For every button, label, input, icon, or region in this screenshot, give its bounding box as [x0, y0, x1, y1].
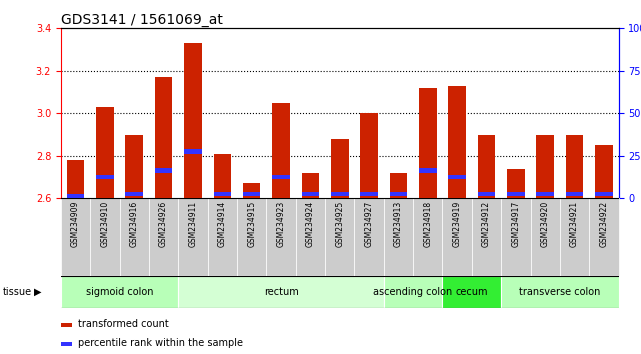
Bar [178, 198, 208, 276]
Bar [90, 198, 120, 276]
Text: transverse colon: transverse colon [519, 287, 601, 297]
Bar [296, 198, 325, 276]
Text: rectum: rectum [263, 287, 299, 297]
Text: GSM234919: GSM234919 [453, 201, 462, 247]
Text: cecum: cecum [456, 287, 488, 297]
Text: ▶: ▶ [34, 287, 42, 297]
Bar [354, 198, 384, 276]
Bar [237, 198, 267, 276]
Bar [272, 175, 290, 179]
Bar [390, 173, 407, 198]
Text: GSM234915: GSM234915 [247, 201, 256, 247]
Text: percentile rank within the sample: percentile rank within the sample [78, 338, 243, 348]
Bar [126, 192, 143, 196]
Bar [184, 149, 202, 154]
Bar [67, 160, 85, 198]
Bar [478, 192, 495, 196]
Bar [595, 192, 613, 196]
Bar [331, 139, 349, 198]
Text: GSM234924: GSM234924 [306, 201, 315, 247]
Text: GSM234918: GSM234918 [423, 201, 432, 247]
Bar [507, 169, 524, 198]
Bar [61, 322, 72, 327]
Bar [478, 135, 495, 198]
Text: GSM234927: GSM234927 [365, 201, 374, 247]
Bar [501, 276, 619, 308]
Bar [267, 198, 296, 276]
Bar [149, 198, 178, 276]
Bar [184, 43, 202, 198]
Bar [413, 198, 442, 276]
Bar [501, 198, 531, 276]
Text: GSM234910: GSM234910 [101, 201, 110, 247]
Bar [331, 192, 349, 196]
Bar [507, 192, 524, 196]
Text: GSM234912: GSM234912 [482, 201, 491, 247]
Bar [61, 276, 178, 308]
Bar [301, 173, 319, 198]
Bar [566, 192, 583, 196]
Bar [537, 135, 554, 198]
Text: tissue: tissue [3, 287, 32, 297]
Bar [301, 192, 319, 196]
Bar [208, 198, 237, 276]
Text: sigmoid colon: sigmoid colon [86, 287, 153, 297]
Text: GSM234914: GSM234914 [218, 201, 227, 247]
Bar [566, 135, 583, 198]
Text: GSM234916: GSM234916 [129, 201, 138, 247]
Bar [560, 198, 589, 276]
Bar [325, 198, 354, 276]
Bar [155, 77, 172, 198]
Bar [61, 342, 72, 346]
Bar [120, 198, 149, 276]
Bar [61, 198, 90, 276]
Bar [537, 192, 554, 196]
Text: GDS3141 / 1561069_at: GDS3141 / 1561069_at [61, 13, 223, 27]
Bar [96, 175, 113, 179]
Text: GSM234923: GSM234923 [276, 201, 285, 247]
Bar [178, 276, 384, 308]
Text: GSM234926: GSM234926 [159, 201, 168, 247]
Bar [213, 154, 231, 198]
Text: GSM234913: GSM234913 [394, 201, 403, 247]
Text: GSM234921: GSM234921 [570, 201, 579, 247]
Bar [390, 192, 407, 196]
Bar [419, 88, 437, 198]
Bar [419, 168, 437, 173]
Text: GSM234917: GSM234917 [512, 201, 520, 247]
Bar [384, 276, 442, 308]
Bar [472, 198, 501, 276]
Text: GSM234920: GSM234920 [541, 201, 550, 247]
Text: ascending colon: ascending colon [374, 287, 453, 297]
Text: GSM234925: GSM234925 [335, 201, 344, 247]
Bar [589, 198, 619, 276]
Bar [67, 194, 85, 199]
Text: GSM234911: GSM234911 [188, 201, 197, 247]
Text: GSM234922: GSM234922 [599, 201, 608, 247]
Bar [531, 198, 560, 276]
Bar [360, 113, 378, 198]
Bar [360, 192, 378, 196]
Bar [272, 103, 290, 198]
Bar [442, 276, 501, 308]
Bar [448, 175, 466, 179]
Bar [384, 198, 413, 276]
Bar [595, 145, 613, 198]
Bar [126, 135, 143, 198]
Bar [442, 198, 472, 276]
Bar [243, 192, 260, 196]
Bar [155, 168, 172, 173]
Bar [96, 107, 113, 198]
Bar [213, 192, 231, 196]
Bar [243, 183, 260, 198]
Text: transformed count: transformed count [78, 319, 169, 329]
Text: GSM234909: GSM234909 [71, 201, 80, 247]
Bar [448, 86, 466, 198]
